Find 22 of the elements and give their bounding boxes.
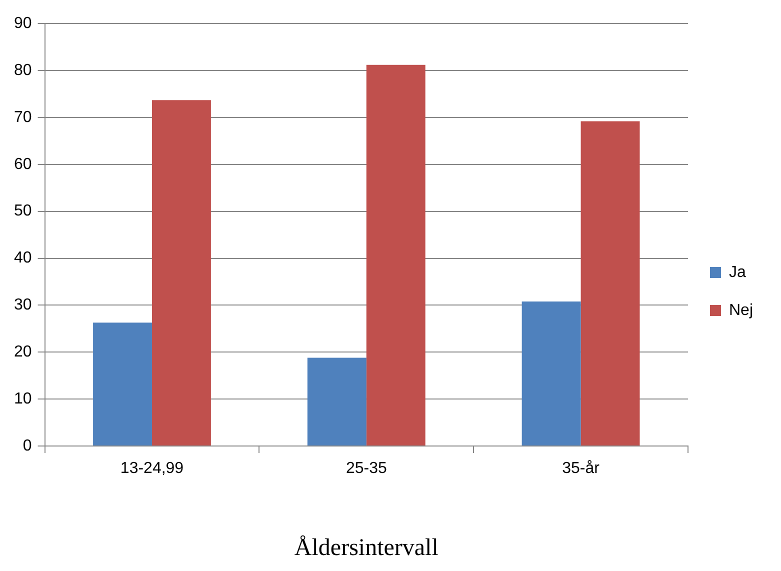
y-tick-label: 90 bbox=[14, 15, 32, 32]
y-tick-label: 10 bbox=[14, 390, 32, 408]
x-tick-label: 35-år bbox=[562, 460, 600, 478]
y-tick-label: 60 bbox=[14, 156, 32, 173]
bar bbox=[93, 322, 152, 446]
y-tick-label: 50 bbox=[14, 202, 32, 220]
bar bbox=[522, 301, 581, 446]
bar bbox=[580, 121, 640, 446]
x-axis-title: Åldersintervall bbox=[294, 534, 439, 561]
y-tick-label: 30 bbox=[14, 296, 32, 314]
y-tick-label: 70 bbox=[14, 108, 32, 126]
y-tick-label: 80 bbox=[14, 62, 32, 79]
bar bbox=[366, 64, 426, 446]
bar bbox=[152, 100, 211, 446]
y-tick-label: 40 bbox=[14, 250, 32, 267]
y-tick-label: 20 bbox=[14, 344, 32, 361]
bar bbox=[307, 358, 366, 446]
x-tick-label: 13-24,99 bbox=[120, 460, 184, 478]
x-tick-label: 25-35 bbox=[346, 460, 387, 478]
legend-label: Ja bbox=[728, 264, 746, 281]
y-tick-label: 0 bbox=[22, 437, 32, 454]
legend-label: Nej bbox=[728, 302, 754, 319]
